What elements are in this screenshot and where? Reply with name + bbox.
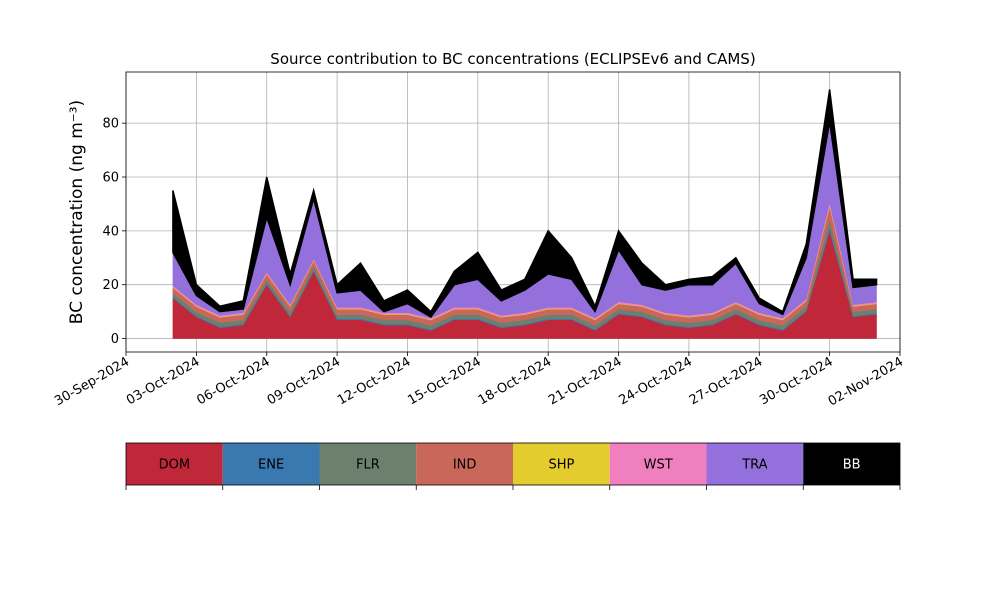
y-tick-label: 0 bbox=[111, 332, 119, 347]
x-tick-label: 06-Oct-2024 bbox=[194, 354, 272, 408]
legend-swatch bbox=[513, 443, 610, 485]
legend-label: WST bbox=[644, 458, 673, 473]
legend-swatch bbox=[222, 443, 320, 485]
legend-label: FLR bbox=[356, 458, 380, 473]
x-tick-label: 02-Nov-2024 bbox=[826, 354, 906, 409]
legend-label: ENE bbox=[258, 458, 284, 473]
y-axis-label: BC concentration (ng m⁻³) bbox=[67, 100, 87, 324]
legend-label: DOM bbox=[159, 458, 190, 473]
legend-swatch bbox=[126, 443, 223, 485]
x-tick-label: 18-Oct-2024 bbox=[476, 354, 554, 408]
x-tick-label: 24-Oct-2024 bbox=[617, 354, 695, 408]
x-tick-label: 15-Oct-2024 bbox=[405, 354, 483, 408]
x-tick-label: 09-Oct-2024 bbox=[265, 354, 343, 408]
x-tick-label: 30-Oct-2024 bbox=[757, 354, 835, 408]
legend-swatch bbox=[609, 443, 707, 485]
legend-label: TRA bbox=[741, 458, 767, 473]
legend-swatch bbox=[706, 443, 804, 485]
x-tick-label: 30-Sep-2024 bbox=[52, 354, 132, 409]
plot-frame bbox=[125, 71, 901, 353]
legend-swatch bbox=[319, 443, 417, 485]
x-tick-label: 27-Oct-2024 bbox=[687, 354, 765, 408]
x-tick-label: 12-Oct-2024 bbox=[335, 354, 413, 408]
x-tick-label: 03-Oct-2024 bbox=[124, 354, 202, 408]
legend-frame bbox=[125, 442, 901, 486]
legend-label: SHP bbox=[548, 458, 574, 473]
chart-title: Source contribution to BC concentrations… bbox=[270, 50, 755, 68]
legend-label: IND bbox=[453, 458, 477, 473]
legend-swatch bbox=[803, 443, 900, 485]
y-tick-label: 80 bbox=[102, 117, 119, 132]
y-tick-label: 60 bbox=[102, 171, 119, 186]
area-bb bbox=[172, 89, 878, 318]
legend-swatch bbox=[416, 443, 513, 485]
y-tick-label: 20 bbox=[102, 278, 119, 293]
x-tick-label: 21-Oct-2024 bbox=[546, 354, 624, 408]
y-tick-label: 40 bbox=[102, 224, 119, 239]
legend-label: BB bbox=[843, 458, 861, 473]
